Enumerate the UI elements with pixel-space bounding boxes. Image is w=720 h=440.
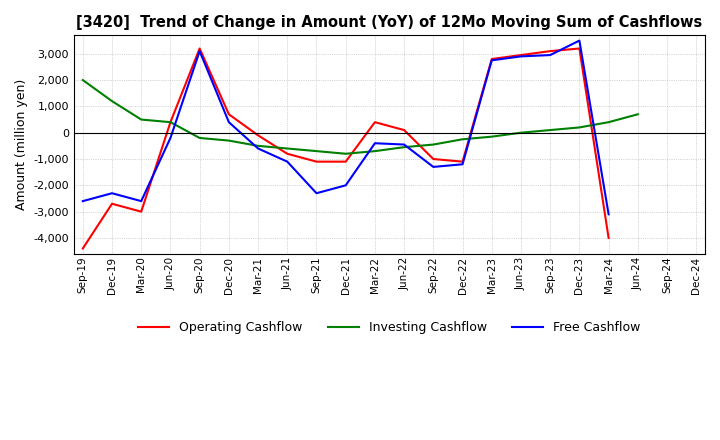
Free Cashflow — [283, 159, 292, 164]
Line: Operating Cashflow: Operating Cashflow — [83, 48, 608, 249]
Investing Cashflow — [137, 117, 145, 122]
Operating Cashflow — [517, 52, 526, 58]
Investing Cashflow — [341, 151, 350, 156]
Investing Cashflow — [575, 125, 584, 130]
Operating Cashflow — [604, 235, 613, 241]
Line: Investing Cashflow: Investing Cashflow — [83, 80, 638, 154]
Operating Cashflow — [78, 246, 87, 251]
Free Cashflow — [253, 146, 262, 151]
Free Cashflow — [371, 141, 379, 146]
Free Cashflow — [341, 183, 350, 188]
Operating Cashflow — [487, 56, 496, 62]
Operating Cashflow — [312, 159, 321, 164]
Operating Cashflow — [225, 112, 233, 117]
Investing Cashflow — [312, 148, 321, 154]
Operating Cashflow — [546, 48, 554, 54]
Operating Cashflow — [166, 120, 175, 125]
Operating Cashflow — [137, 209, 145, 214]
Investing Cashflow — [253, 143, 262, 148]
Legend: Operating Cashflow, Investing Cashflow, Free Cashflow: Operating Cashflow, Investing Cashflow, … — [133, 316, 646, 339]
Investing Cashflow — [371, 148, 379, 154]
Investing Cashflow — [487, 134, 496, 139]
Investing Cashflow — [283, 146, 292, 151]
Free Cashflow — [137, 198, 145, 204]
Investing Cashflow — [458, 137, 467, 142]
Title: [3420]  Trend of Change in Amount (YoY) of 12Mo Moving Sum of Cashflows: [3420] Trend of Change in Amount (YoY) o… — [76, 15, 703, 30]
Free Cashflow — [225, 120, 233, 125]
Free Cashflow — [166, 136, 175, 141]
Free Cashflow — [195, 48, 204, 54]
Free Cashflow — [575, 38, 584, 43]
Investing Cashflow — [108, 99, 117, 104]
Investing Cashflow — [604, 120, 613, 125]
Operating Cashflow — [400, 128, 408, 133]
Free Cashflow — [108, 191, 117, 196]
Operating Cashflow — [283, 151, 292, 156]
Investing Cashflow — [166, 120, 175, 125]
Investing Cashflow — [195, 136, 204, 141]
Operating Cashflow — [108, 201, 117, 206]
Free Cashflow — [487, 58, 496, 63]
Line: Free Cashflow: Free Cashflow — [83, 40, 608, 214]
Operating Cashflow — [458, 159, 467, 164]
Investing Cashflow — [78, 77, 87, 83]
Free Cashflow — [604, 212, 613, 217]
Free Cashflow — [458, 161, 467, 167]
Free Cashflow — [78, 198, 87, 204]
Free Cashflow — [400, 142, 408, 147]
Operating Cashflow — [371, 120, 379, 125]
Investing Cashflow — [546, 128, 554, 133]
Operating Cashflow — [575, 46, 584, 51]
Operating Cashflow — [253, 133, 262, 138]
Investing Cashflow — [400, 144, 408, 150]
Investing Cashflow — [517, 130, 526, 136]
Investing Cashflow — [634, 112, 642, 117]
Operating Cashflow — [429, 156, 438, 161]
Free Cashflow — [517, 54, 526, 59]
Free Cashflow — [546, 52, 554, 58]
Investing Cashflow — [429, 142, 438, 147]
Free Cashflow — [429, 164, 438, 169]
Operating Cashflow — [195, 46, 204, 51]
Free Cashflow — [312, 191, 321, 196]
Y-axis label: Amount (million yen): Amount (million yen) — [15, 79, 28, 210]
Investing Cashflow — [225, 138, 233, 143]
Operating Cashflow — [341, 159, 350, 164]
